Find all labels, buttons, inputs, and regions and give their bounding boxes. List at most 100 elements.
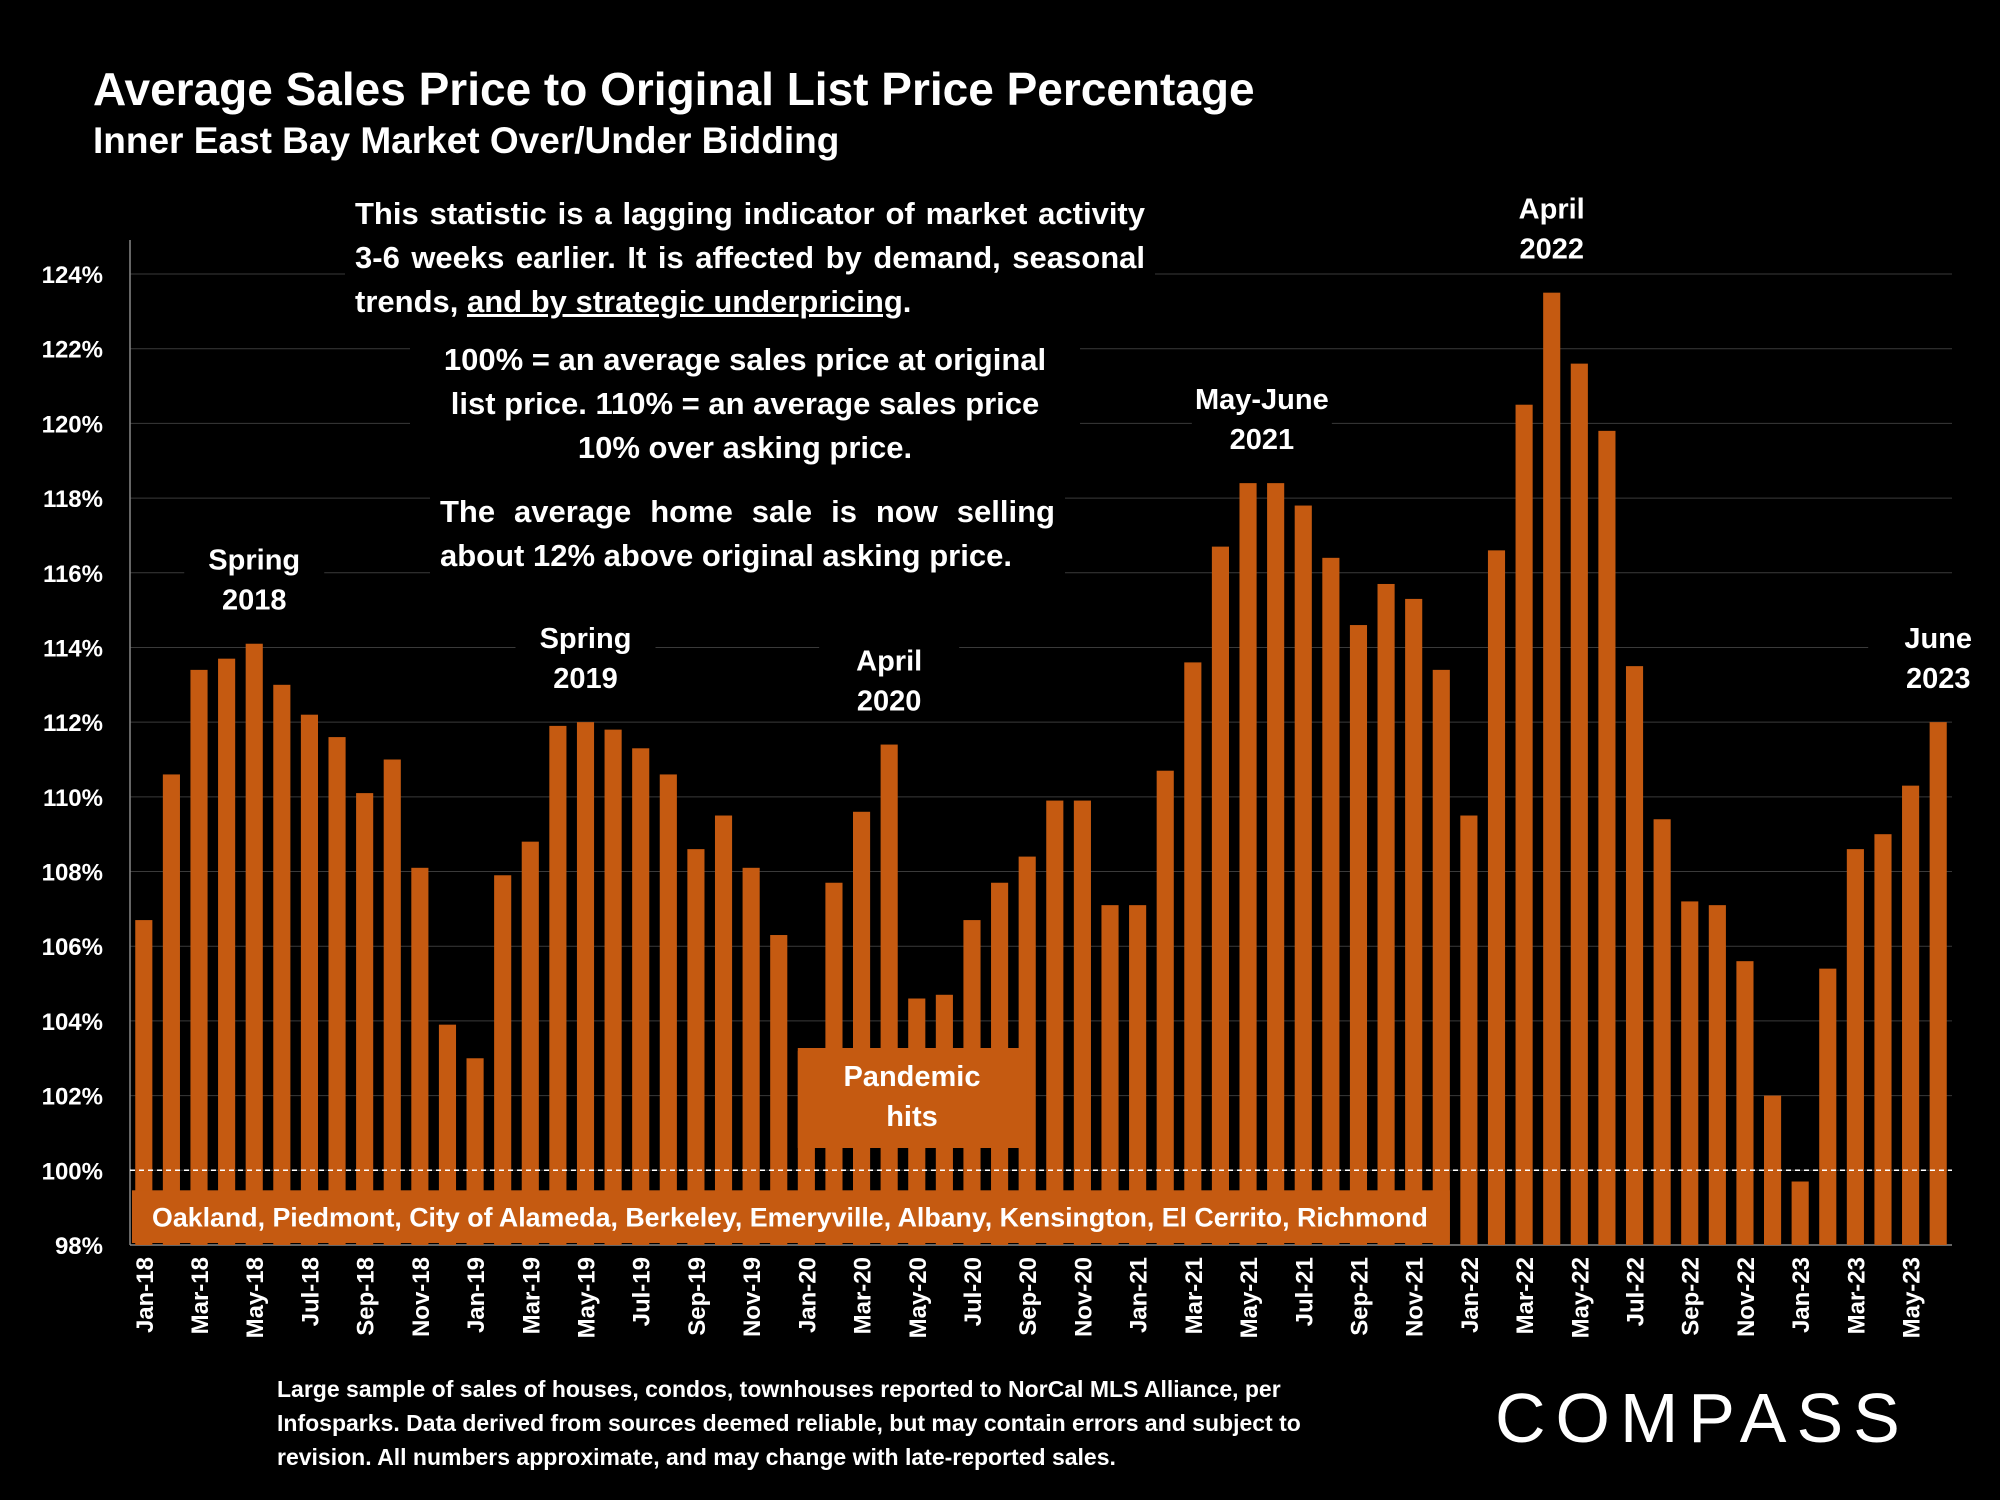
bar: [521, 841, 539, 1245]
y-tick-label: 110%: [43, 785, 103, 812]
y-tick-label: 102%: [42, 1084, 103, 1111]
bar: [1156, 770, 1174, 1245]
compass-logo: COMPASS: [1495, 1379, 1910, 1457]
x-axis: Jan-18 Mar-18 May-18 Jul-18 Sep-18 Nov-18 Jan-…: [132, 1257, 1926, 1338]
x-tick-label: May-23: [1899, 1257, 1926, 1338]
bar: [1349, 625, 1368, 1245]
x-tick-label: Mar-18: [187, 1257, 214, 1334]
x-tick-label: Mar-19: [518, 1257, 545, 1334]
bar: [356, 793, 374, 1245]
bar: [1487, 550, 1506, 1245]
bar: [1184, 662, 1202, 1245]
bar: [1708, 905, 1726, 1245]
pandemic-label: hits: [886, 1101, 938, 1133]
bar: [1239, 483, 1257, 1246]
annotation-label: April: [856, 646, 922, 678]
bar: [1543, 292, 1561, 1245]
y-tick-label: 112%: [43, 710, 103, 737]
y-tick-label: 104%: [42, 1009, 103, 1036]
annotation-label: 2022: [1519, 234, 1584, 266]
x-tick-label: Mar-23: [1843, 1257, 1870, 1334]
lagging-indicator-text: This statistic is a lagging indicator of…: [355, 196, 1145, 319]
annotation-label: May-June: [1195, 384, 1329, 416]
y-tick-label: 116%: [43, 561, 103, 588]
x-tick-label: Mar-20: [850, 1257, 877, 1334]
bar: [162, 774, 180, 1245]
pandemic-box: [797, 1048, 1027, 1148]
annotation-label: April: [1519, 194, 1585, 226]
bar: [300, 714, 318, 1245]
bar: [494, 875, 512, 1245]
annotation-bg: [1481, 176, 1622, 267]
x-tick-label: Jul-18: [297, 1257, 324, 1326]
bar: [411, 867, 429, 1245]
region-banner: [132, 1190, 1450, 1243]
bar: [687, 849, 705, 1245]
bar: [328, 737, 346, 1245]
annotation-label: 2018: [222, 585, 287, 617]
annotation-label: 2019: [553, 663, 618, 695]
bar: [632, 748, 650, 1245]
bar: [742, 867, 760, 1245]
x-tick-label: Jan-18: [132, 1257, 159, 1333]
bar: [1902, 785, 1920, 1245]
x-tick-label: May-20: [905, 1257, 932, 1338]
x-tick-label: Sep-18: [353, 1257, 380, 1336]
y-tick-label: 108%: [42, 860, 103, 887]
bar: [1570, 363, 1588, 1246]
y-tick-label: 114%: [43, 635, 103, 662]
annotation-label: Spring: [208, 545, 300, 577]
bar: [1046, 800, 1064, 1245]
bar: [438, 1024, 457, 1245]
x-tick-label: Sep-20: [1015, 1257, 1042, 1336]
bar: [1791, 1181, 1809, 1245]
annotation-label: 2020: [857, 686, 922, 718]
bar: [1432, 669, 1450, 1245]
bar: [1377, 583, 1395, 1245]
bar: [1625, 666, 1644, 1245]
underpricing-text: and by strategic underpricing: [466, 284, 903, 319]
bar: [383, 759, 401, 1245]
bar: [1874, 834, 1892, 1245]
bar: [1101, 905, 1119, 1245]
source-footnote: Large sample of sales of houses, condos,…: [277, 1376, 1301, 1470]
bar: [1653, 819, 1671, 1245]
x-tick-label: Jul-20: [960, 1257, 987, 1326]
bar: [135, 920, 153, 1245]
pandemic-label: Pandemic: [843, 1061, 980, 1093]
bar: [273, 684, 291, 1245]
y-tick-label: 100%: [42, 1158, 103, 1185]
bar: [245, 643, 263, 1245]
x-tick-label: May-19: [574, 1257, 601, 1338]
bar: [549, 725, 567, 1245]
y-tick-label: 120%: [42, 411, 103, 438]
bar: [1267, 483, 1285, 1246]
annotation-bg: [184, 527, 325, 618]
x-tick-label: Sep-22: [1678, 1257, 1705, 1336]
y-tick-label: 124%: [42, 262, 103, 289]
bar: [1129, 905, 1147, 1245]
lagging-indicator-end: .: [902, 284, 912, 319]
bar: [1515, 404, 1533, 1245]
y-tick-label: 98%: [55, 1233, 103, 1260]
bar: [604, 729, 622, 1245]
bar: [1405, 598, 1423, 1245]
x-tick-label: Nov-22: [1733, 1257, 1760, 1337]
bar: [1846, 849, 1864, 1245]
x-tick-label: Nov-19: [739, 1257, 766, 1337]
bar: [770, 935, 788, 1245]
x-tick-label: Jan-19: [463, 1257, 490, 1333]
x-tick-label: Nov-20: [1070, 1257, 1097, 1337]
x-tick-label: Jul-22: [1623, 1257, 1650, 1326]
bar: [1460, 815, 1478, 1245]
bar: [1681, 901, 1699, 1245]
definition-note: 100% = an average sales price at origina…: [410, 338, 1080, 470]
bar: [576, 722, 595, 1245]
annotation-bg: [819, 628, 960, 719]
bar: [1294, 505, 1312, 1245]
y-tick-label: 118%: [43, 486, 103, 513]
chart-title: Average Sales Price to Original List Pri…: [93, 63, 1255, 115]
chart-subtitle: Inner East Bay Market Over/Under Bidding: [93, 120, 840, 161]
bar: [1322, 557, 1340, 1245]
